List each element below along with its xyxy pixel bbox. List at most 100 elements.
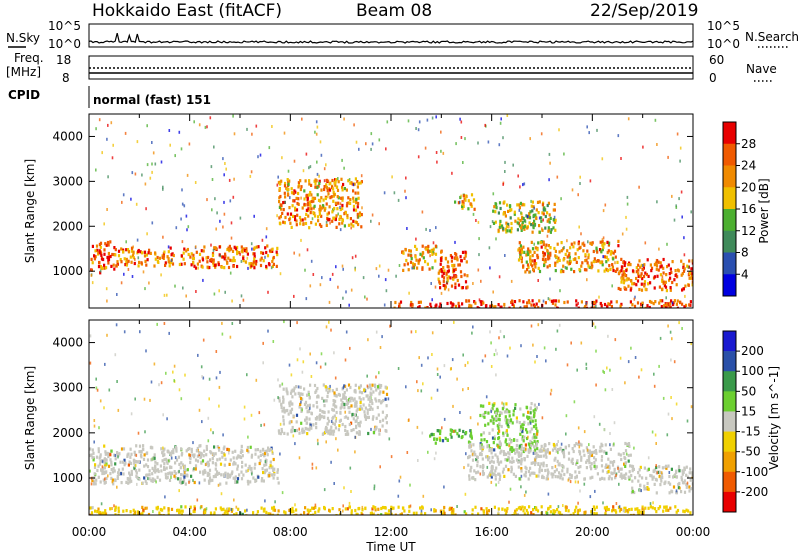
power-scatter-103 (146, 124, 148, 128)
velocity-scatter-308 (375, 330, 378, 334)
power-cell-8-200 (596, 250, 599, 254)
power-cell-1-56 (122, 250, 125, 254)
velocity-cell-6-341 (260, 506, 263, 510)
power-cell-8-42 (568, 252, 571, 256)
velocity-cell-0-317 (248, 464, 251, 468)
power-cell-3-122 (339, 207, 342, 212)
velocity-cell-1-380 (332, 399, 335, 403)
velocity-cell-0-224 (173, 474, 176, 478)
power-cell-5-80 (438, 269, 441, 273)
velocity-cell-4-416 (507, 468, 510, 472)
power-cell-7-104 (503, 211, 506, 215)
velocity-cell-0-296 (141, 481, 144, 485)
power-cell-3-74 (297, 197, 300, 201)
power-cell-9-160 (640, 272, 643, 276)
velocity-scatter-40 (247, 435, 249, 439)
power-cell-2-131 (259, 258, 262, 262)
power-cell-10-7 (535, 302, 538, 306)
velocity-cell-4-44 (574, 476, 577, 480)
velocity-cell-0-203 (160, 447, 163, 451)
power-cell-9-19 (691, 283, 693, 287)
velocity-cell-4-191 (497, 462, 501, 466)
power-cell-2-124 (253, 246, 256, 250)
velocity-cell-1-297 (334, 399, 337, 403)
velocity-cell-3-89 (533, 439, 536, 443)
velocity-cell-6-306 (228, 507, 231, 511)
power-scatter-347 (440, 291, 443, 295)
power-scatter-275 (213, 292, 216, 296)
power-cell-2-22 (229, 258, 232, 262)
velocity-cell-4-125 (561, 469, 564, 473)
power-scatter-334 (213, 260, 215, 264)
velocity-cell-1-352 (369, 391, 372, 395)
power-cell-7-22 (534, 213, 537, 217)
velocity-cell-0-373 (99, 459, 102, 463)
velocity-scatter-99 (431, 353, 433, 356)
power-cell-9-26 (625, 274, 628, 278)
power-scatter-305 (527, 215, 529, 219)
power-cell-2-125 (198, 252, 202, 256)
power-cell-1-57 (130, 260, 133, 264)
velocity-scatter-243 (679, 486, 681, 490)
velocity-scatter-426 (574, 480, 577, 484)
power-cell-3-0 (280, 207, 283, 211)
power-scatter-397 (684, 294, 686, 298)
velocity-colorbar-swatch-2 (723, 371, 736, 392)
velocity-cell-6-274 (575, 505, 578, 509)
power-cell-9-60 (617, 286, 620, 291)
power-cell-3-132 (317, 219, 320, 223)
power-scatter-85 (673, 218, 676, 222)
velocity-scatter-157 (499, 329, 502, 333)
velocity-cell-1-86 (278, 399, 281, 403)
velocity-scatter-130 (198, 408, 201, 412)
velocity-cell-4-205 (590, 467, 593, 471)
velocity-cell-6-118 (222, 507, 225, 511)
velocity-scatter-139 (452, 404, 454, 408)
power-cell-3-4 (308, 179, 311, 183)
power-cell-8-179 (603, 255, 606, 259)
velocity-scatter-169 (671, 417, 673, 421)
velocity-scatter-433 (594, 325, 597, 329)
power-cell-3-26 (341, 221, 344, 225)
velocity-cell-4-415 (544, 468, 547, 473)
velocity-cell-6-1 (309, 514, 312, 515)
power-cell-8-32 (558, 250, 561, 254)
velocity-cell-2-9 (429, 434, 432, 438)
power-cell-7-85 (520, 217, 524, 221)
velocity-cell-1-266 (353, 404, 356, 408)
power-cell-3-187 (347, 179, 350, 183)
power-cell-3-112 (278, 205, 281, 209)
velocity-cell-6-165 (641, 507, 644, 511)
power-cell-1-60 (166, 255, 169, 259)
velocity-scatter-237 (137, 431, 140, 435)
freq-tick-top: 18 (56, 53, 71, 67)
power-scatter-188 (302, 169, 305, 173)
velocity-cell-4-7 (577, 442, 580, 446)
velocity-cell-6-181 (640, 510, 643, 515)
power-scatter-15 (182, 286, 184, 290)
power-scatter-295 (553, 215, 556, 219)
power-cell-3-217 (328, 182, 331, 186)
velocity-cell-0-325 (96, 468, 99, 473)
velocity-cell-1-144 (358, 390, 361, 394)
velocity-scatter-144 (529, 411, 532, 415)
velocity-cell-6-373 (271, 506, 274, 510)
velocity-scatter-405 (649, 502, 652, 506)
velocity-cell-0-83 (93, 480, 96, 484)
power-cell-0-49 (99, 271, 102, 275)
velocity-scatter-303 (301, 408, 303, 412)
velocity-cell-6-159 (674, 505, 677, 509)
velocity-cell-0-457 (93, 472, 96, 476)
power-cell-3-213 (304, 221, 308, 226)
power-scatter-389 (477, 220, 480, 224)
power-cell-2-119 (196, 262, 199, 266)
velocity-cell-0-449 (272, 476, 275, 480)
velocity-cell-6-300 (522, 509, 525, 513)
power-scatter-402 (160, 273, 162, 277)
velocity-cell-0-47 (260, 479, 263, 483)
power-cell-0-40 (98, 251, 102, 255)
power-scatter-0 (478, 298, 481, 302)
velocity-scatter-232 (418, 356, 420, 360)
power-cell-2-80 (253, 266, 256, 270)
power-cell-3-280 (349, 217, 352, 221)
